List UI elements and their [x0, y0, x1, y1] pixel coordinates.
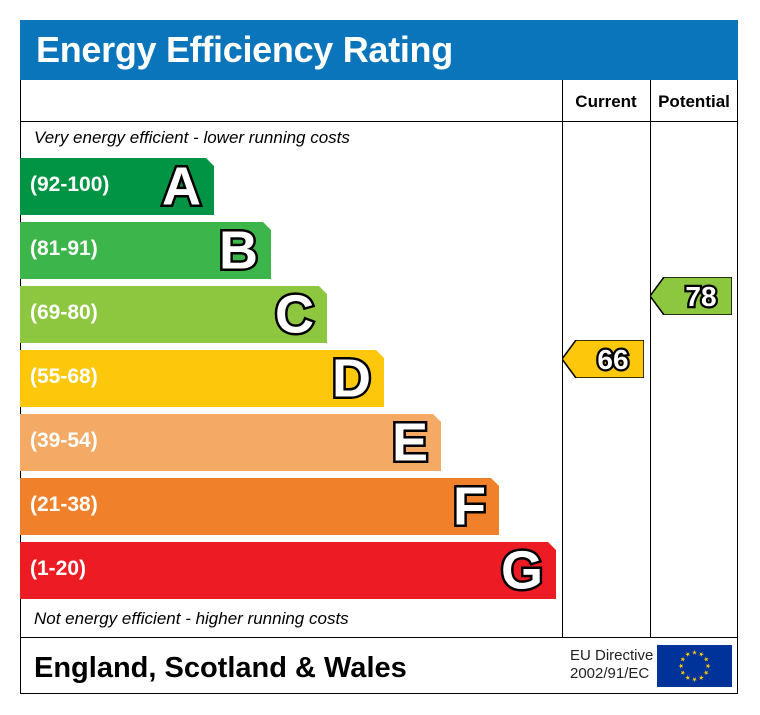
- svg-text:C: C: [275, 286, 314, 343]
- svg-text:A: A: [162, 158, 201, 215]
- svg-text:E: E: [392, 414, 428, 471]
- svg-text:F: F: [453, 478, 486, 535]
- svg-text:B: B: [219, 222, 258, 279]
- svg-text:66: 66: [597, 344, 628, 375]
- svg-text:78: 78: [685, 281, 716, 312]
- svg-text:G: G: [501, 542, 543, 599]
- svg-text:D: D: [332, 350, 371, 407]
